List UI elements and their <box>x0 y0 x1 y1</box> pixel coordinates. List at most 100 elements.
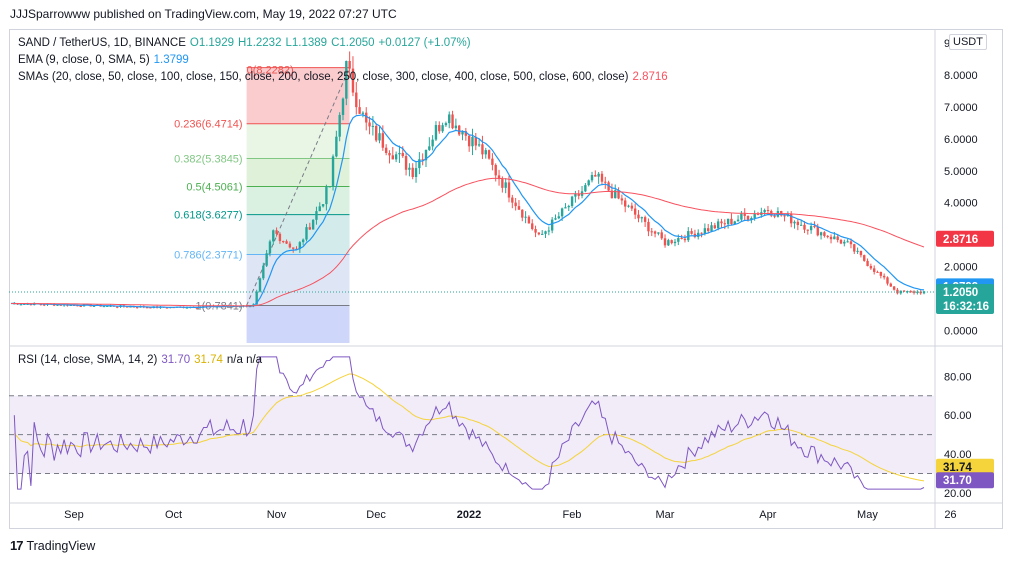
rsi-badge: 31.70 <box>936 472 994 489</box>
candle-body <box>597 173 600 177</box>
candle-body <box>467 135 471 147</box>
candle-body <box>604 181 607 183</box>
candle-body <box>325 186 328 205</box>
candle-body <box>610 190 614 199</box>
candle-body <box>773 215 776 217</box>
candle-body <box>255 291 258 305</box>
candle-body <box>710 225 713 231</box>
candle-body <box>703 228 707 234</box>
candle-body <box>265 253 268 266</box>
candle-body <box>836 236 839 240</box>
candle-body <box>889 283 892 287</box>
candle-body <box>381 133 385 148</box>
candle-body <box>341 98 345 115</box>
price-tick-label: 6.0000 <box>944 134 978 146</box>
publisher-header: JJJSparrowww published on TradingView.co… <box>10 7 397 21</box>
candle-body <box>238 306 242 308</box>
price-tick-label: 2.0000 <box>944 262 978 274</box>
fib-level-label: 0.382(5.3845) <box>174 153 243 165</box>
ema-legend[interactable]: EMA (9, close, 0, SMA, 5) 1.3799 <box>18 53 193 67</box>
candle-body <box>365 112 368 123</box>
candle-body <box>919 291 922 294</box>
candle-body <box>458 125 461 135</box>
candle-body <box>315 211 318 220</box>
candle-body <box>301 239 305 243</box>
candle-body <box>723 223 726 225</box>
rsi-legend[interactable]: RSI (14, close, SMA, 14, 2) 31.70 31.74 n/a… <box>18 353 266 367</box>
candle-body <box>461 131 464 135</box>
candle-body <box>126 306 129 308</box>
candle-body <box>839 239 843 244</box>
rsi-tick-label: 60.00 <box>944 410 972 422</box>
candle-body <box>806 229 809 231</box>
open-value: O1.1929 <box>189 37 234 49</box>
rsi-ma-badge-bg <box>936 458 994 475</box>
ema-label: EMA (9, close, 0, SMA, 5) <box>18 54 150 66</box>
candle-body <box>311 219 315 230</box>
candle-body <box>56 304 59 306</box>
candle-body <box>454 125 458 129</box>
candle-body <box>511 197 514 203</box>
candle-body <box>358 107 361 114</box>
candle-body <box>750 217 753 220</box>
candle-body <box>438 125 441 132</box>
candle-body <box>102 306 106 308</box>
candle-body <box>448 114 451 124</box>
fib-zone <box>246 67 350 124</box>
candle-body <box>401 152 404 157</box>
candle-body <box>355 92 358 108</box>
candle-body <box>531 223 534 230</box>
candle-body <box>700 232 703 234</box>
candle-body <box>677 238 680 242</box>
candle-body <box>129 306 132 308</box>
time-tick-label: Sep <box>64 509 84 521</box>
candle-body <box>404 156 408 170</box>
candle-body <box>262 265 265 279</box>
chart-frame <box>9 29 1003 529</box>
fib-level-label: 0.618(3.6277) <box>174 210 243 222</box>
candle-body <box>667 240 670 246</box>
candles-group <box>13 51 926 309</box>
fib-zone <box>246 214 350 255</box>
fib-level-label: 0.236(6.4714) <box>174 119 243 131</box>
currency-button[interactable]: USDT <box>949 34 987 50</box>
candle-body <box>517 206 521 210</box>
footer-brand: TradingView <box>26 538 96 553</box>
candle-body <box>906 291 909 293</box>
candle-body <box>19 304 23 306</box>
candle-body <box>541 233 544 235</box>
candle-body <box>106 305 109 307</box>
symbol-label[interactable]: SAND / TetherUS, 1D, BINANCE <box>18 37 186 49</box>
candle-body <box>627 205 630 207</box>
rsi-ma-badge: 31.74 <box>936 458 994 475</box>
candle-body <box>853 244 856 252</box>
price-tick-label: 8.0000 <box>944 70 978 82</box>
rsi-tick-label: 20.00 <box>944 488 972 500</box>
tradingview-logo[interactable]: 17 TradingView <box>10 538 95 553</box>
candle-body <box>285 241 288 244</box>
candle-body <box>305 227 308 240</box>
candle-body <box>328 186 331 188</box>
fib-level-label: 0.786(2.3771) <box>174 250 243 262</box>
rsi-tick-label: 80.00 <box>944 371 972 383</box>
low-value: L1.1389 <box>285 37 328 49</box>
candle-body <box>557 216 560 219</box>
candle-body <box>730 218 733 225</box>
rsi-badge-text: 31.70 <box>943 475 972 487</box>
candle-body <box>282 241 285 243</box>
candle-body <box>318 206 321 212</box>
candle-body <box>763 210 766 213</box>
sma-legend[interactable]: SMAs (20, close, 50, close, 100, close, … <box>18 70 672 84</box>
candle-body <box>444 123 448 126</box>
candle-body <box>441 125 444 132</box>
candle-body <box>680 238 683 240</box>
candle-body <box>577 193 580 196</box>
candle-body <box>630 205 634 209</box>
candle-body <box>866 260 869 267</box>
candle-body <box>657 232 660 234</box>
candle-body <box>484 150 487 155</box>
last-price-badge-bg <box>936 284 994 315</box>
candle-body <box>740 213 743 220</box>
candle-body <box>424 149 428 161</box>
